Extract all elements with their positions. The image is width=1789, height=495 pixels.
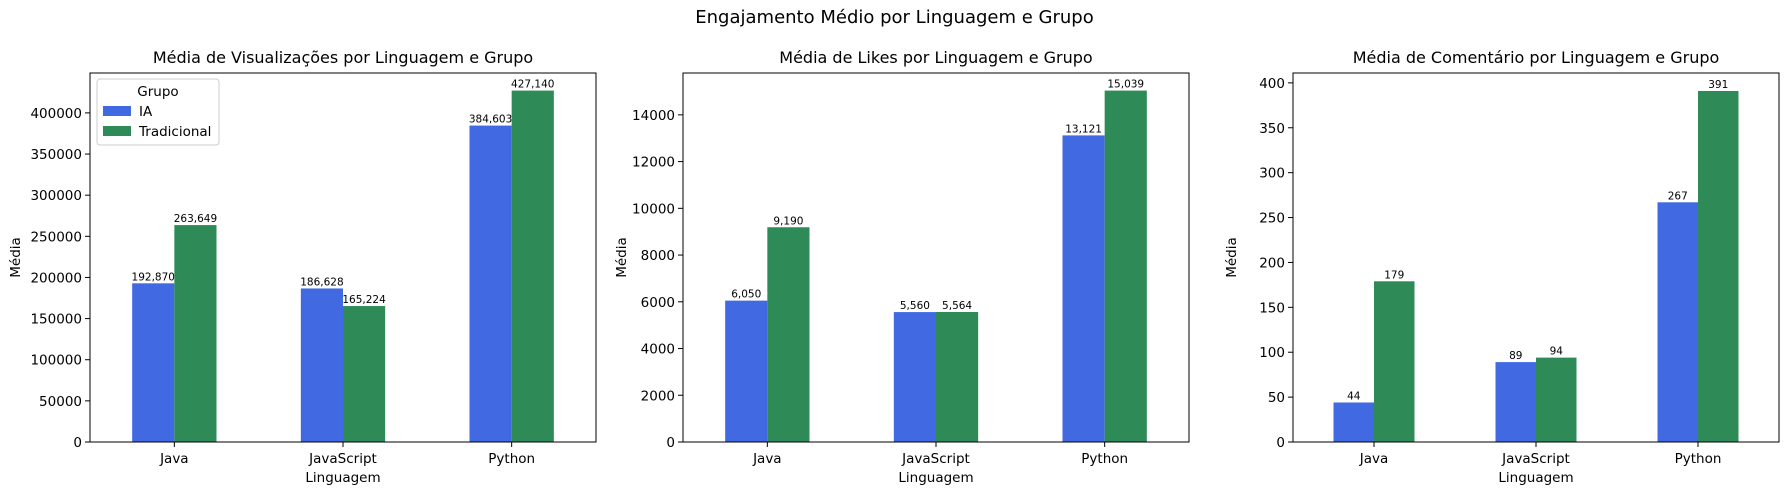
chart-1-ytick-label: 150000 [30,312,82,328]
chart-1-ytick-label: 400000 [30,106,82,122]
figure-title: Engajamento Médio por Linguagem e Grupo [695,7,1094,28]
chart-1-xlabel: Linguagem [305,470,380,486]
chart-2-xtick-label: JavaScript [901,451,970,467]
chart-3-xtick-label: Java [1359,451,1389,467]
chart-2-bar-ia-python [1062,135,1105,442]
chart-1-ytick-label: 350000 [30,147,82,163]
chart-3-ytick-label: 350 [1259,121,1285,137]
legend-swatch-ia [103,106,131,116]
legend-label-ia: IA [139,104,153,120]
chart-3-data-label: 267 [1668,190,1688,202]
chart-1-bar-ia-python [469,125,512,442]
chart-1-ytick-label: 200000 [30,270,82,286]
chart-3-ylabel: Média [1224,237,1240,278]
chart-3-ytick-label: 50 [1268,390,1285,406]
chart-2-ytick-label: 2000 [641,388,675,404]
chart-3-ytick-label: 200 [1259,255,1285,271]
chart-1-bar-tradicional-javascript [343,306,386,442]
chart-3-data-label: 94 [1550,346,1564,358]
chart-1-xtick-label: Java [159,451,189,467]
chart-2-ytick-label: 6000 [641,295,675,311]
chart-3-data-label: 391 [1708,79,1728,91]
chart-2-data-label: 13,121 [1065,123,1102,135]
chart-3-title: Média de Comentário por Linguagem e Grup… [1353,48,1720,67]
chart-3-bar-tradicional-java [1374,281,1415,442]
chart-3-ytick-label: 250 [1259,211,1285,227]
chart-3-bar-ia-javascript [1495,362,1536,442]
chart-3-xtick-label: Python [1675,451,1722,467]
chart-1-data-label: 165,224 [342,294,386,306]
chart-2-ytick-label: 14000 [632,108,675,124]
chart-3-ytick-label: 150 [1259,300,1285,316]
chart-2-ytick-label: 10000 [632,201,675,217]
chart-2-xtick-label: Python [1081,451,1128,467]
chart-1-data-label: 384,603 [469,114,512,126]
chart-1-data-label: 186,628 [300,276,343,288]
chart-2-bar-ia-java [725,300,768,442]
chart-2-bar-ia-javascript [893,312,936,442]
chart-3-xlabel: Linguagem [1498,470,1573,486]
chart-2-ytick-label: 4000 [641,342,675,358]
chart-1-data-label: 192,870 [132,271,175,283]
chart-1-ytick-label: 100000 [30,353,82,369]
legend-title: Grupo [137,84,178,100]
chart-1-ytick-label: 250000 [30,229,82,245]
chart-3-ytick-label: 300 [1259,166,1285,182]
chart-2-data-label: 15,039 [1107,79,1144,91]
chart-1-bar-tradicional-java [174,225,217,442]
chart-3-bar-tradicional-javascript [1536,357,1577,442]
chart-1-data-label: 427,140 [511,79,554,91]
chart-2-title: Média de Likes por Linguagem e Grupo [779,48,1092,67]
chart-2-xtick-label: Java [752,451,782,467]
chart-2-xlabel: Linguagem [898,470,973,486]
legend-label-tradicional: Tradicional [138,124,211,140]
chart-3-bar-tradicional-python [1698,90,1739,442]
chart-3-bar-ia-java [1333,402,1374,442]
chart-1-xtick-label: JavaScript [308,451,377,467]
chart-1-xtick-label: Python [488,451,535,467]
chart-1-data-label: 263,649 [174,213,217,225]
chart-3-xtick-label: JavaScript [1501,451,1570,467]
chart-2-ytick-label: 12000 [632,155,675,171]
chart-3-data-label: 89 [1509,350,1522,362]
chart-2-ytick-label: 8000 [641,248,675,264]
chart-3-data-label: 179 [1384,269,1404,281]
chart-3-bar-ia-python [1657,202,1698,442]
chart-2-bar-tradicional-java [767,227,810,442]
chart-2-bar-tradicional-python [1104,90,1147,442]
chart-1-bar-ia-java [132,283,175,442]
chart-1-ytick-label: 300000 [30,188,82,204]
chart-1-bar-tradicional-python [511,90,554,443]
chart-2-ytick-label: 0 [666,435,675,451]
chart-2-data-label: 6,050 [731,289,761,301]
chart-2-data-label: 5,560 [900,300,930,312]
chart-1-ylabel: Média [8,237,24,278]
chart-1-bar-ia-javascript [300,288,343,442]
chart-2-bar-tradicional-javascript [936,311,979,442]
chart-3-data-label: 44 [1347,390,1361,402]
chart-2-data-label: 9,190 [773,215,803,227]
chart-3-ytick-label: 0 [1276,435,1285,451]
chart-3-ytick-label: 400 [1259,76,1285,92]
chart-2-ylabel: Média [614,237,630,278]
chart-1-title: Média de Visualizações por Linguagem e G… [153,48,533,67]
chart-1-ytick-label: 50000 [39,394,82,410]
chart-1-ytick-label: 0 [73,435,82,451]
chart-2-data-label: 5,564 [942,300,972,312]
legend-swatch-tradicional [103,126,131,136]
chart-3-ytick-label: 100 [1259,345,1285,361]
